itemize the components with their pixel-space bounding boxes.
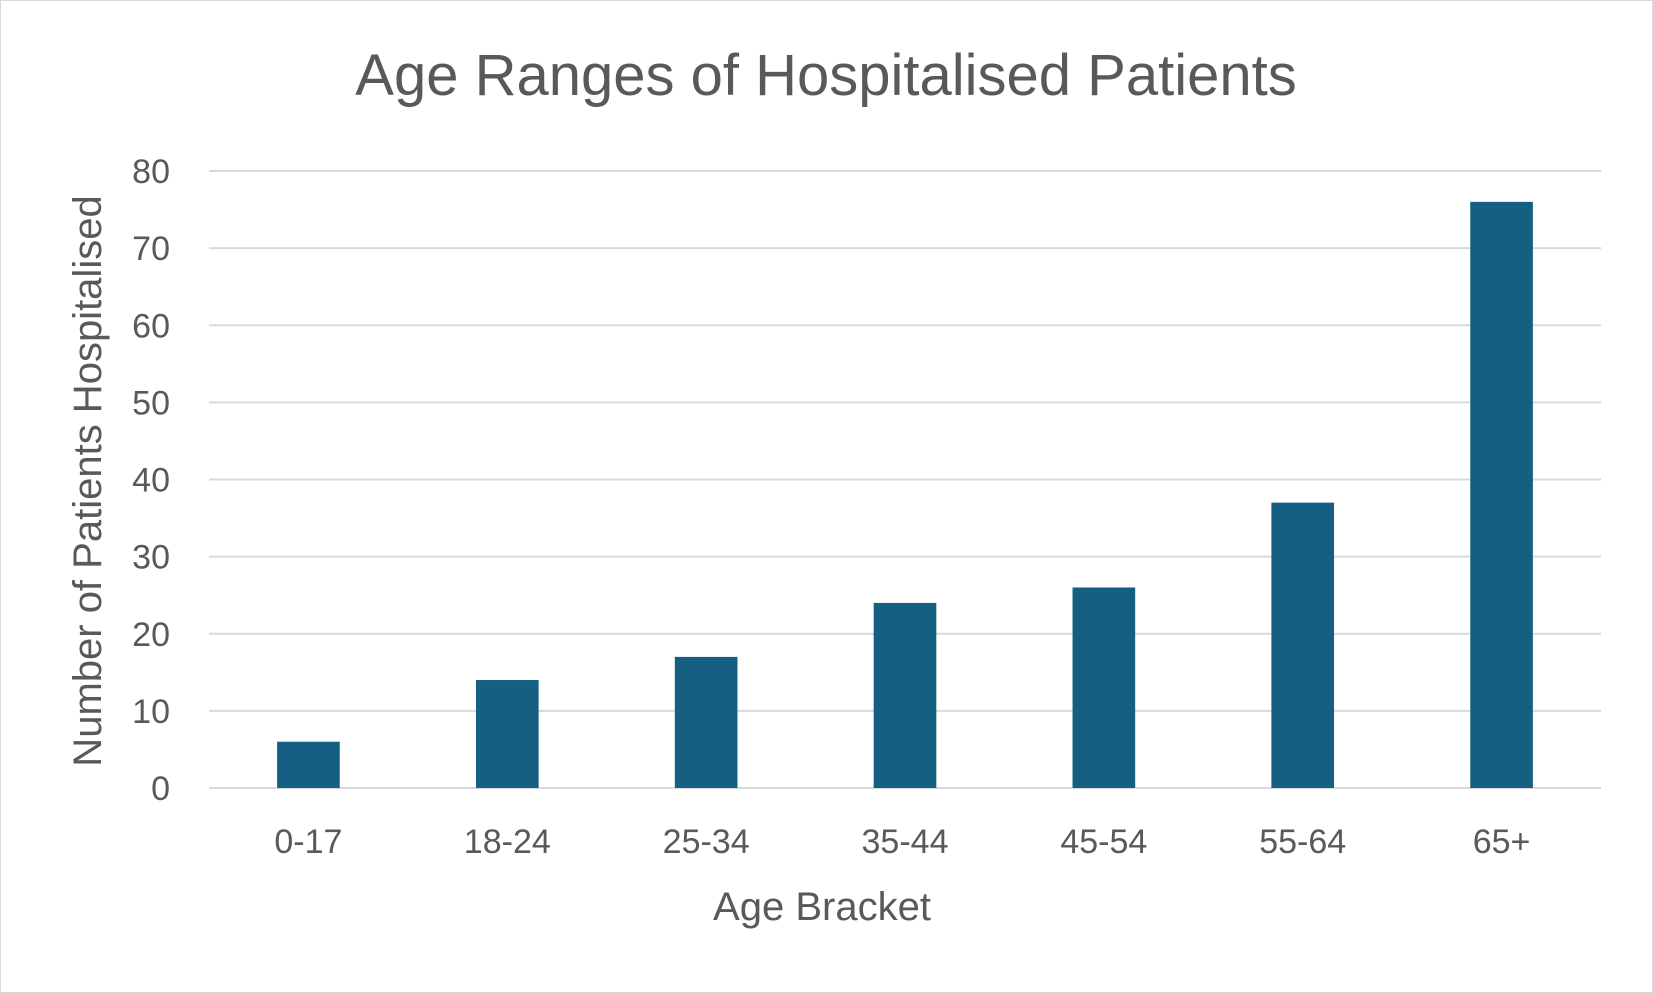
y-tick-label: 60	[132, 307, 170, 345]
x-axis-ticks: 0-17 18-24 25-34 35-44 45-54 55-64 65+	[274, 823, 1530, 861]
x-tick-label: 18-24	[464, 823, 551, 861]
y-axis-ticks: 0 10 20 30 40 50 60 70 80	[132, 153, 170, 808]
bar-45-54	[1072, 587, 1136, 788]
y-axis-label: Number of Patients Hospitalised	[66, 195, 110, 766]
bars	[277, 201, 1533, 789]
y-tick-label: 0	[151, 770, 170, 808]
y-tick-label: 70	[132, 230, 170, 268]
y-tick-label: 50	[132, 384, 170, 422]
bar-0-17	[277, 741, 340, 788]
y-tick-label: 80	[132, 153, 170, 191]
y-tick-label: 30	[132, 539, 170, 577]
x-tick-label: 45-54	[1060, 823, 1147, 861]
x-tick-label: 55-64	[1259, 823, 1346, 861]
x-tick-label: 0-17	[274, 823, 342, 861]
y-tick-label: 10	[132, 693, 170, 731]
gridlines	[209, 170, 1601, 789]
bar-55-64	[1271, 502, 1335, 788]
bar-25-34	[674, 656, 738, 788]
chart-title: Age Ranges of Hospitalised Patients	[355, 43, 1296, 108]
x-tick-label: 25-34	[663, 823, 750, 861]
bar-65+	[1470, 201, 1533, 789]
y-tick-label: 20	[132, 616, 170, 654]
bar-35-44	[873, 602, 937, 788]
x-axis-label: Age Bracket	[713, 885, 931, 929]
bar-18-24	[475, 680, 539, 788]
x-tick-label: 65+	[1473, 823, 1531, 861]
y-tick-label: 40	[132, 462, 170, 500]
x-tick-label: 35-44	[862, 823, 949, 861]
